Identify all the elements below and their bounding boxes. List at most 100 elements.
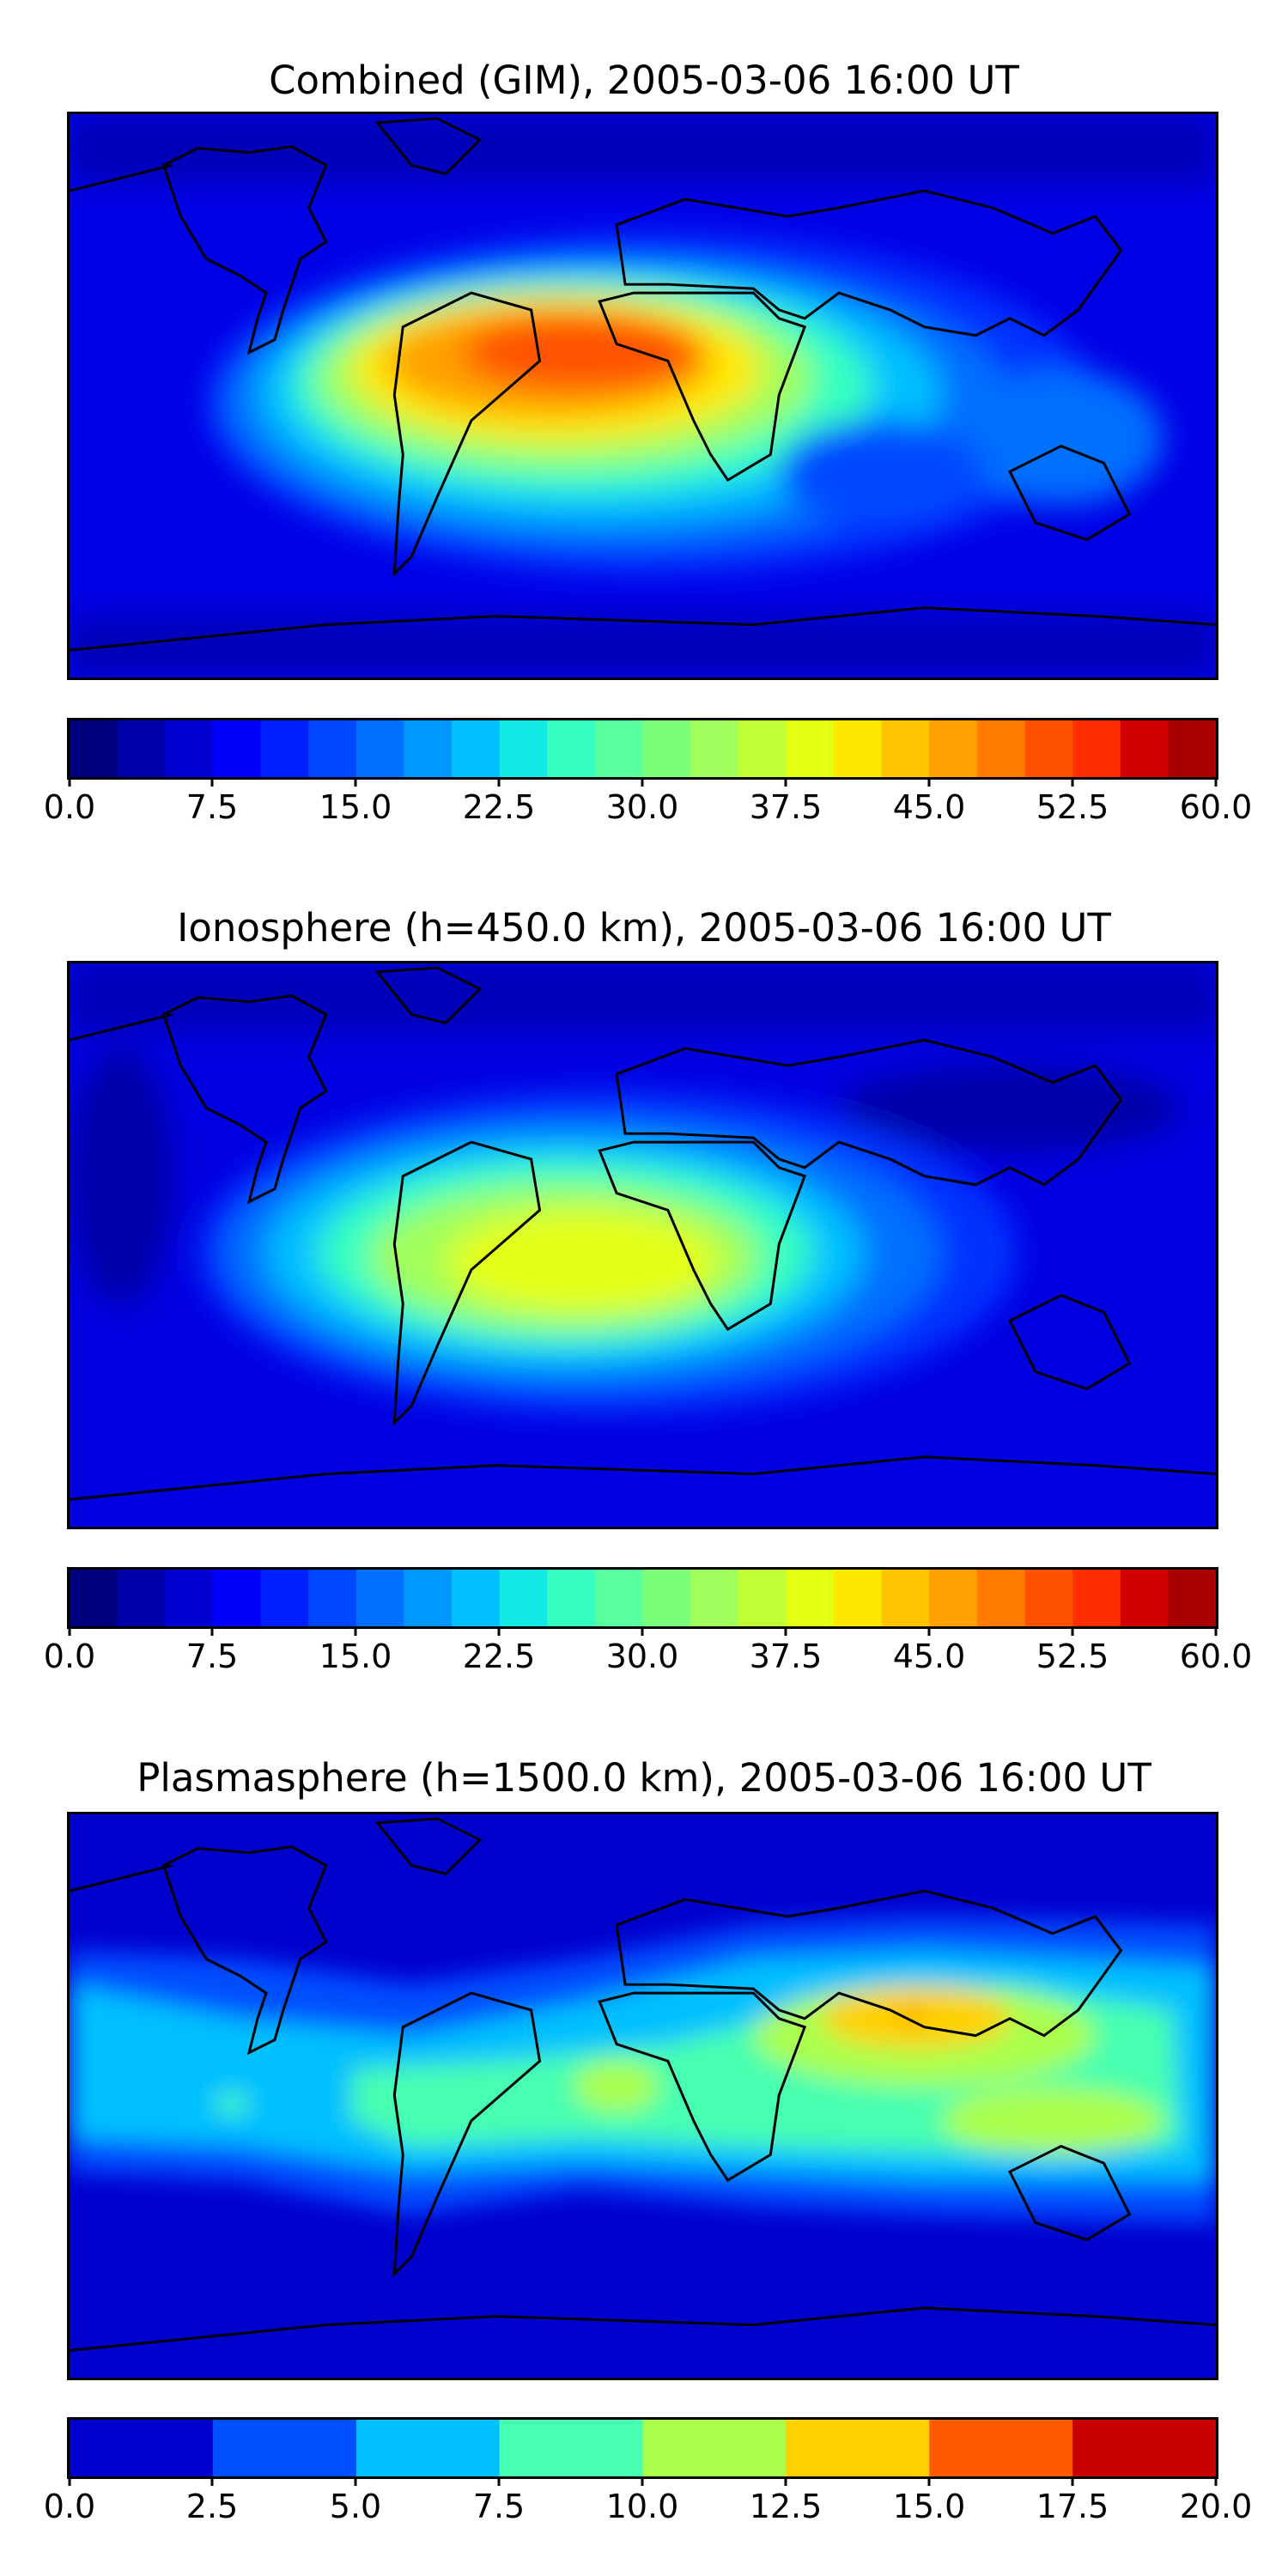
map-svg-combined bbox=[70, 114, 1216, 677]
colorbar-swatch bbox=[260, 1570, 309, 1626]
colorbar-swatch bbox=[1072, 2420, 1216, 2476]
colorbar-svg-combined bbox=[70, 720, 1216, 777]
colorbar-tick-mark bbox=[1071, 2477, 1074, 2486]
colorbar-tick-mark bbox=[354, 2477, 357, 2486]
colorbar-tick-mark bbox=[354, 1627, 357, 1636]
colorbar-swatch bbox=[1168, 720, 1216, 777]
colorbar-swatch bbox=[976, 720, 1026, 777]
colorbar-ionosphere bbox=[67, 1567, 1218, 1629]
colorbar-swatch bbox=[786, 720, 835, 777]
colorbar-tick-mark bbox=[641, 778, 644, 787]
coastlines-ionosphere bbox=[70, 966, 1216, 1501]
colorbar-swatch bbox=[881, 720, 930, 777]
colorbar-swatch bbox=[452, 720, 501, 777]
colorbar-tick-mark bbox=[784, 778, 787, 787]
colorbar-swatch bbox=[404, 720, 453, 777]
cbar-tick-6: 45.0 bbox=[892, 788, 966, 826]
colorbar-tick-mark bbox=[927, 1627, 931, 1636]
colorbar-swatch bbox=[212, 1570, 262, 1626]
map-combined bbox=[67, 112, 1218, 680]
colorbar-swatch bbox=[165, 1570, 214, 1626]
cbar-tick-8: 20.0 bbox=[1179, 2488, 1253, 2525]
cbar-tick-1: 7.5 bbox=[185, 1637, 239, 1675]
colorbar-swatch bbox=[70, 2420, 214, 2476]
cbar-tick-4: 30.0 bbox=[605, 788, 679, 826]
colorbar-swatch bbox=[929, 720, 978, 777]
map-ionosphere bbox=[67, 961, 1218, 1529]
colorbar-swatch bbox=[117, 720, 166, 777]
colorbar-swatch bbox=[355, 720, 404, 777]
colorbar-swatch bbox=[452, 1570, 501, 1626]
cbar-tick-7: 17.5 bbox=[1036, 2488, 1109, 2525]
colorbar-swatch bbox=[70, 720, 118, 777]
colorbar-swatch bbox=[212, 2420, 357, 2476]
colorbar-swatch bbox=[642, 1570, 691, 1626]
panel-title-ionosphere: Ionosphere (h=450.0 km), 2005-03-06 16:0… bbox=[177, 905, 1111, 951]
colorbar-tick-mark bbox=[210, 1627, 214, 1636]
cbar-tick-4: 30.0 bbox=[605, 1637, 679, 1675]
cbar-tick-0: 0.0 bbox=[43, 788, 96, 826]
colorbar-swatch bbox=[1024, 720, 1073, 777]
colorbar-swatch bbox=[1120, 720, 1169, 777]
colorbar-swatch bbox=[642, 2420, 787, 2476]
colorbar-tick-mark bbox=[1071, 1627, 1074, 1636]
colorbar-plasmasphere bbox=[67, 2417, 1218, 2479]
colorbar-swatch bbox=[738, 720, 787, 777]
colorbar-tick-mark bbox=[354, 778, 357, 787]
colorbar-swatch bbox=[499, 720, 548, 777]
colorbar-ticks-ionosphere: 0.0 7.5 15.0 22.5 30.0 37.5 45.0 52.5 60… bbox=[0, 1627, 1288, 1687]
colorbar-swatch bbox=[1168, 1570, 1216, 1626]
cbar-tick-1: 7.5 bbox=[185, 788, 239, 826]
colorbar-swatch bbox=[499, 2420, 644, 2476]
colorbar-swatch bbox=[547, 1570, 596, 1626]
cbar-tick-4: 10.0 bbox=[605, 2488, 679, 2525]
colorbar-swatch bbox=[929, 1570, 978, 1626]
colorbar-swatch bbox=[690, 1570, 739, 1626]
colorbar-tick-mark bbox=[68, 2477, 71, 2486]
colorbar-svg-ionosphere bbox=[70, 1570, 1216, 1626]
colorbar-swatch bbox=[1072, 720, 1121, 777]
colorbar-swatch bbox=[786, 2420, 930, 2476]
cbar-tick-6: 45.0 bbox=[892, 1637, 966, 1675]
cbar-tick-3: 22.5 bbox=[462, 788, 536, 826]
colorbar-swatch bbox=[594, 1570, 644, 1626]
colorbar-swatch bbox=[70, 1570, 118, 1626]
cbar-tick-0: 0.0 bbox=[43, 1637, 96, 1675]
colorbar-swatch bbox=[308, 1570, 357, 1626]
colorbar-swatch bbox=[738, 1570, 787, 1626]
panel-title-plasmasphere: Plasmasphere (h=1500.0 km), 2005-03-06 1… bbox=[137, 1755, 1151, 1801]
coastlines-plasmasphere bbox=[70, 1817, 1216, 2352]
colorbar-tick-mark bbox=[784, 1627, 787, 1636]
cbar-tick-8: 60.0 bbox=[1179, 788, 1253, 826]
colorbar-tick-mark bbox=[1214, 1627, 1218, 1636]
colorbar-swatch bbox=[355, 2420, 501, 2476]
colorbar-ticks-plasmasphere: 0.0 2.5 5.0 7.5 10.0 12.5 15.0 17.5 20.0 bbox=[0, 2477, 1288, 2537]
cbar-tick-5: 37.5 bbox=[749, 788, 823, 826]
cbar-tick-0: 0.0 bbox=[43, 2488, 96, 2525]
colorbar-tick-mark bbox=[641, 2477, 644, 2486]
coastlines-combined bbox=[70, 117, 1216, 652]
cbar-tick-2: 15.0 bbox=[319, 788, 392, 826]
map-svg-ionosphere bbox=[70, 963, 1216, 1527]
colorbar-swatch bbox=[594, 720, 644, 777]
colorbar-swatch bbox=[355, 1570, 404, 1626]
colorbar-tick-mark bbox=[497, 2477, 501, 2486]
colorbar-ticks-combined: 0.0 7.5 15.0 22.5 30.0 37.5 45.0 52.5 60… bbox=[0, 778, 1288, 838]
cbar-tick-2: 15.0 bbox=[319, 1637, 392, 1675]
colorbar-swatch bbox=[690, 720, 739, 777]
colorbar-swatch bbox=[212, 720, 262, 777]
colorbar-tick-mark bbox=[641, 1627, 644, 1636]
cbar-tick-1: 2.5 bbox=[185, 2488, 239, 2525]
colorbar-tick-mark bbox=[497, 778, 501, 787]
colorbar-swatch bbox=[547, 720, 596, 777]
colorbar-tick-mark bbox=[927, 2477, 931, 2486]
colorbar-swatch bbox=[1120, 1570, 1169, 1626]
cbar-tick-3: 7.5 bbox=[472, 2488, 526, 2525]
cbar-tick-7: 52.5 bbox=[1036, 788, 1109, 826]
colorbar-swatch bbox=[404, 1570, 453, 1626]
colorbar-tick-mark bbox=[210, 2477, 214, 2486]
colorbar-swatch bbox=[834, 720, 883, 777]
cbar-tick-6: 15.0 bbox=[892, 2488, 966, 2525]
colorbar-swatch bbox=[881, 1570, 930, 1626]
map-svg-plasmasphere bbox=[70, 1814, 1216, 2378]
